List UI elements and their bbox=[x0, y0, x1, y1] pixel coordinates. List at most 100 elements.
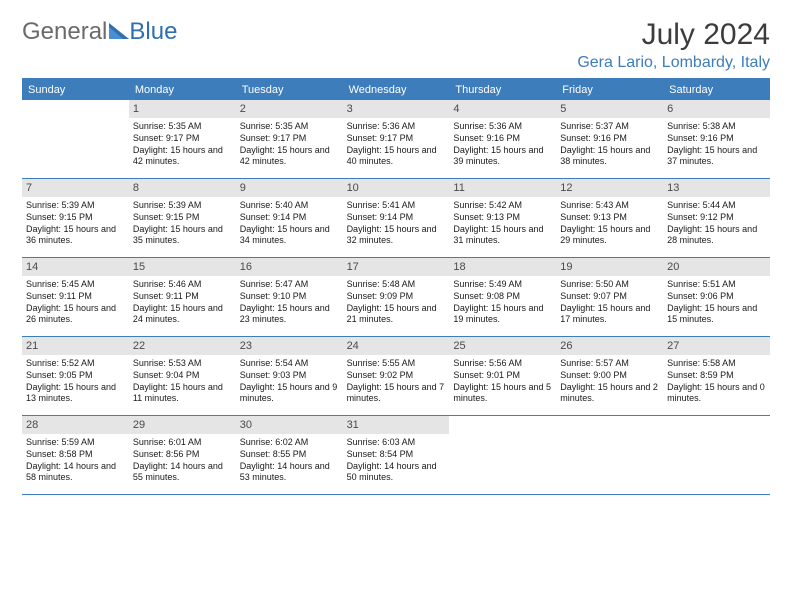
day-number: 15 bbox=[129, 258, 236, 276]
sunset-label: Sunset: 9:03 PM bbox=[240, 370, 339, 382]
sunset-label: Sunset: 8:59 PM bbox=[667, 370, 766, 382]
sunrise-label: Sunrise: 5:36 AM bbox=[453, 121, 552, 133]
day-number: 22 bbox=[129, 337, 236, 355]
sunrise-label: Sunrise: 5:36 AM bbox=[347, 121, 446, 133]
day-cell: 18Sunrise: 5:49 AMSunset: 9:08 PMDayligh… bbox=[449, 258, 556, 336]
daylight-label: Daylight: 15 hours and 2 minutes. bbox=[560, 382, 659, 405]
sunrise-label: Sunrise: 5:50 AM bbox=[560, 279, 659, 291]
day-number: 12 bbox=[556, 179, 663, 197]
day-cell bbox=[449, 416, 556, 494]
week-row: 7Sunrise: 5:39 AMSunset: 9:15 PMDaylight… bbox=[22, 179, 770, 258]
day-cell: 6Sunrise: 5:38 AMSunset: 9:16 PMDaylight… bbox=[663, 100, 770, 178]
day-number: 18 bbox=[449, 258, 556, 276]
daylight-label: Daylight: 15 hours and 31 minutes. bbox=[453, 224, 552, 247]
sunrise-label: Sunrise: 5:57 AM bbox=[560, 358, 659, 370]
sunset-label: Sunset: 9:14 PM bbox=[240, 212, 339, 224]
sunset-label: Sunset: 9:01 PM bbox=[453, 370, 552, 382]
day-number: 27 bbox=[663, 337, 770, 355]
sunset-label: Sunset: 8:55 PM bbox=[240, 449, 339, 461]
day-cell: 2Sunrise: 5:35 AMSunset: 9:17 PMDaylight… bbox=[236, 100, 343, 178]
day-number: 3 bbox=[343, 100, 450, 118]
sunrise-label: Sunrise: 5:42 AM bbox=[453, 200, 552, 212]
weekday-label: Wednesday bbox=[343, 80, 450, 100]
day-number: 2 bbox=[236, 100, 343, 118]
day-cell: 19Sunrise: 5:50 AMSunset: 9:07 PMDayligh… bbox=[556, 258, 663, 336]
sunrise-label: Sunrise: 5:46 AM bbox=[133, 279, 232, 291]
day-number: 14 bbox=[22, 258, 129, 276]
day-cell: 4Sunrise: 5:36 AMSunset: 9:16 PMDaylight… bbox=[449, 100, 556, 178]
day-number: 19 bbox=[556, 258, 663, 276]
daylight-label: Daylight: 15 hours and 19 minutes. bbox=[453, 303, 552, 326]
daylight-label: Daylight: 15 hours and 38 minutes. bbox=[560, 145, 659, 168]
sunrise-label: Sunrise: 5:54 AM bbox=[240, 358, 339, 370]
sunset-label: Sunset: 8:58 PM bbox=[26, 449, 125, 461]
logo-icon bbox=[109, 18, 129, 46]
day-cell: 9Sunrise: 5:40 AMSunset: 9:14 PMDaylight… bbox=[236, 179, 343, 257]
sunset-label: Sunset: 9:17 PM bbox=[347, 133, 446, 145]
sunrise-label: Sunrise: 5:52 AM bbox=[26, 358, 125, 370]
daylight-label: Daylight: 15 hours and 32 minutes. bbox=[347, 224, 446, 247]
day-number: 13 bbox=[663, 179, 770, 197]
day-cell: 13Sunrise: 5:44 AMSunset: 9:12 PMDayligh… bbox=[663, 179, 770, 257]
sunrise-label: Sunrise: 5:35 AM bbox=[133, 121, 232, 133]
day-number bbox=[449, 416, 556, 434]
day-number: 26 bbox=[556, 337, 663, 355]
day-cell: 17Sunrise: 5:48 AMSunset: 9:09 PMDayligh… bbox=[343, 258, 450, 336]
sunrise-label: Sunrise: 5:49 AM bbox=[453, 279, 552, 291]
daylight-label: Daylight: 15 hours and 42 minutes. bbox=[240, 145, 339, 168]
daylight-label: Daylight: 14 hours and 50 minutes. bbox=[347, 461, 446, 484]
daylight-label: Daylight: 15 hours and 26 minutes. bbox=[26, 303, 125, 326]
day-cell: 28Sunrise: 5:59 AMSunset: 8:58 PMDayligh… bbox=[22, 416, 129, 494]
sunrise-label: Sunrise: 5:40 AM bbox=[240, 200, 339, 212]
weekday-label: Sunday bbox=[22, 80, 129, 100]
sunset-label: Sunset: 9:14 PM bbox=[347, 212, 446, 224]
daylight-label: Daylight: 15 hours and 42 minutes. bbox=[133, 145, 232, 168]
day-number bbox=[556, 416, 663, 434]
day-number: 10 bbox=[343, 179, 450, 197]
day-cell: 7Sunrise: 5:39 AMSunset: 9:15 PMDaylight… bbox=[22, 179, 129, 257]
daylight-label: Daylight: 15 hours and 34 minutes. bbox=[240, 224, 339, 247]
week-row: 21Sunrise: 5:52 AMSunset: 9:05 PMDayligh… bbox=[22, 337, 770, 416]
daylight-label: Daylight: 15 hours and 29 minutes. bbox=[560, 224, 659, 247]
sunset-label: Sunset: 9:17 PM bbox=[133, 133, 232, 145]
header: General Blue July 2024 Gera Lario, Lomba… bbox=[22, 18, 770, 72]
day-number: 5 bbox=[556, 100, 663, 118]
day-cell: 23Sunrise: 5:54 AMSunset: 9:03 PMDayligh… bbox=[236, 337, 343, 415]
day-number: 28 bbox=[22, 416, 129, 434]
daylight-label: Daylight: 15 hours and 24 minutes. bbox=[133, 303, 232, 326]
sunrise-label: Sunrise: 5:47 AM bbox=[240, 279, 339, 291]
sunrise-label: Sunrise: 5:41 AM bbox=[347, 200, 446, 212]
sunset-label: Sunset: 9:13 PM bbox=[560, 212, 659, 224]
sunset-label: Sunset: 9:12 PM bbox=[667, 212, 766, 224]
day-cell: 12Sunrise: 5:43 AMSunset: 9:13 PMDayligh… bbox=[556, 179, 663, 257]
sunset-label: Sunset: 9:15 PM bbox=[26, 212, 125, 224]
sunrise-label: Sunrise: 6:03 AM bbox=[347, 437, 446, 449]
day-cell: 26Sunrise: 5:57 AMSunset: 9:00 PMDayligh… bbox=[556, 337, 663, 415]
day-number: 23 bbox=[236, 337, 343, 355]
sunset-label: Sunset: 9:06 PM bbox=[667, 291, 766, 303]
sunset-label: Sunset: 8:54 PM bbox=[347, 449, 446, 461]
day-number: 20 bbox=[663, 258, 770, 276]
sunset-label: Sunset: 9:17 PM bbox=[240, 133, 339, 145]
day-number: 4 bbox=[449, 100, 556, 118]
sunset-label: Sunset: 9:10 PM bbox=[240, 291, 339, 303]
daylight-label: Daylight: 15 hours and 21 minutes. bbox=[347, 303, 446, 326]
day-cell: 14Sunrise: 5:45 AMSunset: 9:11 PMDayligh… bbox=[22, 258, 129, 336]
daylight-label: Daylight: 14 hours and 53 minutes. bbox=[240, 461, 339, 484]
sunrise-label: Sunrise: 5:58 AM bbox=[667, 358, 766, 370]
day-number: 21 bbox=[22, 337, 129, 355]
sunrise-label: Sunrise: 5:39 AM bbox=[133, 200, 232, 212]
day-number: 31 bbox=[343, 416, 450, 434]
sunrise-label: Sunrise: 5:39 AM bbox=[26, 200, 125, 212]
page-title: July 2024 bbox=[577, 18, 770, 52]
day-number: 11 bbox=[449, 179, 556, 197]
sunrise-label: Sunrise: 6:01 AM bbox=[133, 437, 232, 449]
day-number: 16 bbox=[236, 258, 343, 276]
day-cell: 5Sunrise: 5:37 AMSunset: 9:16 PMDaylight… bbox=[556, 100, 663, 178]
daylight-label: Daylight: 15 hours and 7 minutes. bbox=[347, 382, 446, 405]
weeks-container: 1Sunrise: 5:35 AMSunset: 9:17 PMDaylight… bbox=[22, 100, 770, 495]
day-cell bbox=[663, 416, 770, 494]
week-row: 1Sunrise: 5:35 AMSunset: 9:17 PMDaylight… bbox=[22, 100, 770, 179]
sunrise-label: Sunrise: 6:02 AM bbox=[240, 437, 339, 449]
day-number bbox=[663, 416, 770, 434]
